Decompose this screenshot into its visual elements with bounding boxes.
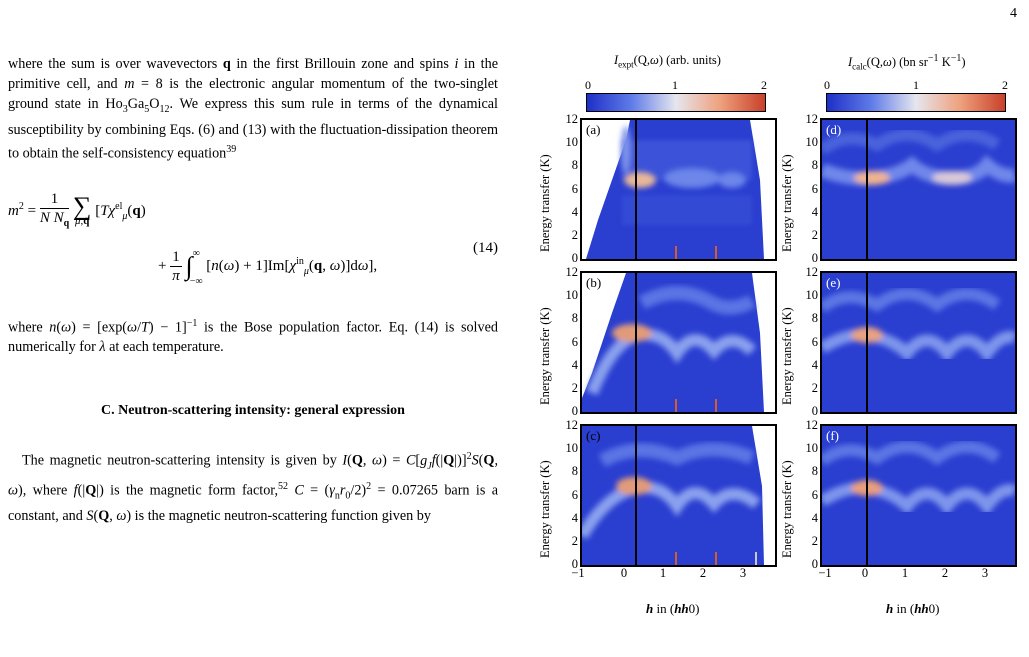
- y-tick-label: 4: [571, 204, 578, 219]
- x-tick-left-2: 2: [699, 566, 707, 580]
- panel-e-letter: (e): [826, 275, 841, 290]
- x-tick-right-0: 0: [861, 566, 869, 580]
- y-tick-label: 2: [571, 533, 578, 548]
- y-tick-label: 2: [811, 533, 818, 548]
- y-tick-label: 2: [811, 380, 818, 395]
- y-tick-label: 2: [571, 227, 578, 242]
- panel-e: (e): [820, 271, 1017, 414]
- y-tick-label: 0: [571, 251, 578, 265]
- y-tick-label: 12: [805, 112, 819, 126]
- y-tick-label: 12: [805, 418, 819, 432]
- y-tick-label: 4: [811, 204, 818, 219]
- y-tick-label: 10: [805, 288, 819, 303]
- y-tick-label: 4: [811, 357, 818, 372]
- y-axis-label-a: Energy transfer (K): [538, 154, 552, 252]
- y-tick-label: 10: [805, 135, 819, 150]
- y-tick-label: 0: [811, 404, 818, 418]
- y-axis-label-f: Energy transfer (K): [780, 460, 794, 558]
- paragraph-scattering-intensity: The magnetic neutron-scattering intensit…: [8, 451, 498, 525]
- y-axis-label-b: Energy transfer (K): [538, 307, 552, 405]
- panel-f-letter: (f): [826, 428, 839, 443]
- y-tick-label: 8: [571, 158, 578, 173]
- left-cbar-tick-0: 0: [585, 78, 591, 92]
- panel-d-letter: (d): [826, 122, 842, 137]
- x-tick-left-0: 0: [620, 566, 628, 580]
- text-column: where the sum is over wavevectors q in t…: [8, 54, 498, 526]
- y-axis-label-d: Energy transfer (K): [780, 154, 794, 252]
- y-tick-label: 8: [571, 464, 578, 479]
- panel-a-letter: (a): [586, 122, 601, 137]
- panel-b: (b): [580, 271, 777, 414]
- y-tick-label: 10: [805, 441, 819, 456]
- y-tick-label: 2: [811, 227, 818, 242]
- y-tick-label: 12: [805, 265, 819, 279]
- panel-a: (a): [580, 118, 777, 261]
- y-tick-label: 8: [811, 464, 818, 479]
- panel-c-letter: (c): [586, 428, 601, 443]
- y-tick-label: 12: [565, 265, 579, 279]
- right-colorbar-label: Icalc(Q,ω) (bn sr−1 K−1): [848, 53, 966, 72]
- y-tick-label: 12: [565, 112, 579, 126]
- y-tick-label: 0: [811, 557, 818, 571]
- x-tick-left-3: 3: [739, 566, 747, 580]
- page-number: 4: [1010, 6, 1017, 21]
- left-colorbar-label: Iexpt(Q,ω) (arb. units): [614, 53, 721, 70]
- paragraph-sum-rule: where the sum is over wavevectors q in t…: [8, 56, 498, 162]
- y-tick-label: 4: [571, 357, 578, 372]
- y-tick-label: 10: [565, 441, 579, 456]
- x-tick-right-3: 3: [981, 566, 989, 580]
- x-tick-left-m1: −1: [571, 566, 585, 580]
- x-tick-right-1: 1: [901, 566, 909, 580]
- panel-d: (d): [820, 118, 1017, 261]
- y-tick-label: 0: [571, 404, 578, 418]
- section-heading: C. Neutron-scattering intensity: general…: [101, 403, 405, 419]
- left-cbar-tick-1: 1: [672, 78, 678, 92]
- y-tick-label: 8: [811, 311, 818, 326]
- y-tick-label: 0: [571, 557, 578, 571]
- y-tick-label: 12: [565, 418, 579, 432]
- figure-neutron-spectra: Iexpt(Q,ω) (arb. units) Icalc(Q,ω) (bn s…: [530, 50, 1029, 650]
- left-colorbar: [586, 93, 766, 112]
- right-cbar-tick-0: 0: [824, 78, 830, 92]
- y-axis-label-e: Energy transfer (K): [780, 307, 794, 405]
- equation-number: (14): [473, 239, 498, 256]
- y-tick-label: 10: [565, 135, 579, 150]
- right-cbar-tick-2: 2: [1002, 78, 1008, 92]
- y-tick-label: 6: [571, 181, 578, 196]
- panel-c: (c): [580, 424, 777, 567]
- x-tick-left-1: 1: [659, 566, 667, 580]
- y-axis-label-c: Energy transfer (K): [538, 460, 552, 558]
- y-tick-label: 6: [811, 181, 818, 196]
- y-tick-label: 6: [571, 487, 578, 502]
- panel-f: (f): [820, 424, 1017, 567]
- x-tick-right-2: 2: [941, 566, 949, 580]
- y-tick-label: 6: [811, 487, 818, 502]
- left-cbar-tick-2: 2: [761, 78, 767, 92]
- x-tick-right-m1: −1: [818, 566, 832, 580]
- y-tick-label: 8: [811, 158, 818, 173]
- right-colorbar: [826, 93, 1006, 112]
- y-tick-label: 6: [571, 334, 578, 349]
- paragraph-bose-factor: where n(ω) = [exp(ω/T) − 1]−1 is the Bos…: [8, 317, 498, 356]
- x-axis-label-right: h in (hh0): [886, 601, 940, 616]
- y-tick-label: 6: [811, 334, 818, 349]
- y-tick-label: 4: [811, 510, 818, 525]
- y-tick-label: 0: [811, 251, 818, 265]
- y-tick-label: 2: [571, 380, 578, 395]
- y-tick-label: 8: [571, 311, 578, 326]
- x-axis-label-left: h in (hh0): [646, 601, 700, 616]
- right-cbar-tick-1: 1: [913, 78, 919, 92]
- y-tick-label: 10: [565, 288, 579, 303]
- y-tick-label: 4: [571, 510, 578, 525]
- panel-b-letter: (b): [586, 275, 602, 290]
